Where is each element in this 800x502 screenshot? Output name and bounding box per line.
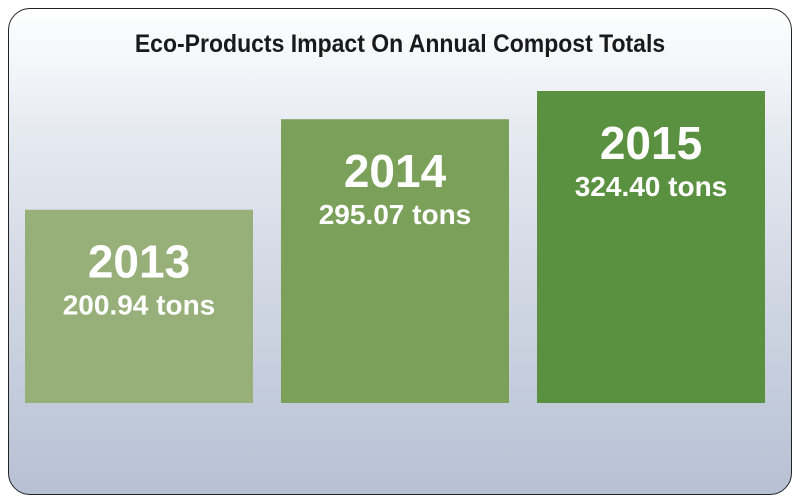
bar-2013 bbox=[25, 209, 253, 403]
chart-title: Eco-Products Impact On Annual Compost To… bbox=[134, 30, 666, 58]
value-label: 200.94 tons bbox=[63, 290, 216, 321]
category-label: 2015 bbox=[600, 117, 702, 169]
category-label: 2013 bbox=[88, 236, 190, 288]
value-label: 295.07 tons bbox=[319, 199, 472, 230]
category-label: 2014 bbox=[344, 145, 447, 197]
value-label: 324.40 tons bbox=[575, 171, 728, 202]
bar-2015 bbox=[537, 91, 765, 403]
bar-2014 bbox=[281, 119, 509, 404]
